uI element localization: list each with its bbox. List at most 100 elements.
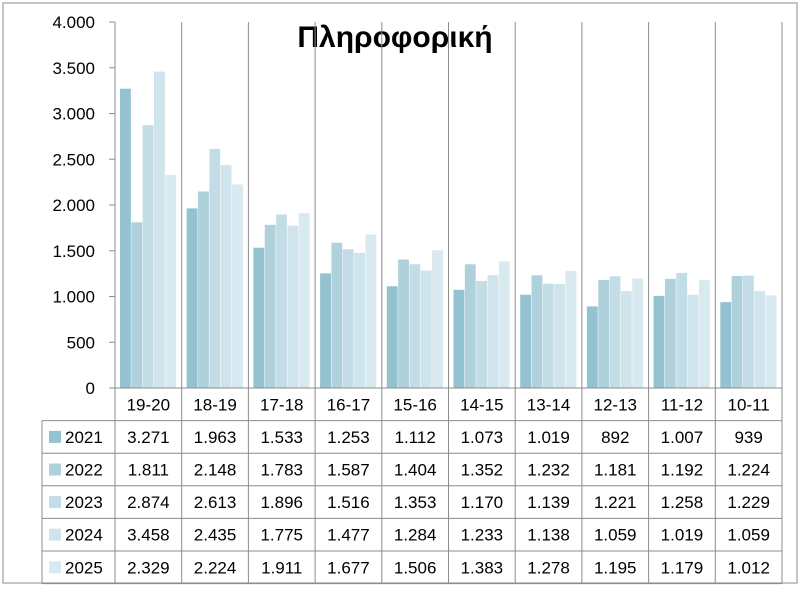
data-table-cell: 1.516 <box>327 493 370 512</box>
bar-2021-14-15 <box>453 289 465 388</box>
data-table-cell: 1.224 <box>727 461 770 480</box>
bar-2024-12-13 <box>620 291 632 388</box>
y-tick-label: 4.000 <box>52 13 95 32</box>
bar-2024-18-19 <box>220 165 232 388</box>
bar-2023-16-17 <box>342 249 354 388</box>
bar-2022-12-13 <box>598 279 610 388</box>
bar-2024-10-11 <box>754 291 766 388</box>
bar-2023-14-15 <box>476 280 488 388</box>
legend-label: 2022 <box>65 461 103 480</box>
data-table-cell: 2.148 <box>194 461 237 480</box>
data-table-cell: 1.896 <box>260 493 303 512</box>
bar-2024-14-15 <box>487 275 499 388</box>
bars-layer <box>120 71 777 389</box>
legend-key-2023 <box>49 496 61 509</box>
legend-label: 2025 <box>65 558 103 577</box>
data-table-cell: 1.192 <box>661 461 704 480</box>
bar-2022-13-14 <box>531 275 543 388</box>
data-table-cell: 1.019 <box>527 428 570 447</box>
bar-2022-10-11 <box>731 276 743 388</box>
data-table-cell: 1.783 <box>260 461 303 480</box>
data-table-cell: 1.533 <box>260 428 303 447</box>
bar-2025-11-12 <box>698 280 710 388</box>
legend-label: 2021 <box>65 428 103 447</box>
data-table-cell: 1.138 <box>527 526 570 545</box>
data-table-cell: 892 <box>601 428 629 447</box>
data-table-cell: 3.458 <box>127 526 170 545</box>
bar-2024-16-17 <box>354 252 365 388</box>
bar-2022-16-17 <box>331 242 343 388</box>
data-table-cell: 1.139 <box>527 493 570 512</box>
bar-2025-14-15 <box>498 261 510 388</box>
x-tick-label: 13-14 <box>527 395 570 414</box>
x-tick-label: 17-18 <box>260 395 303 414</box>
x-tick-label: 12-13 <box>594 395 637 414</box>
data-table-cell: 2.329 <box>127 558 170 577</box>
bar-2022-19-20 <box>131 222 143 388</box>
y-tick-label: 3.000 <box>52 105 95 124</box>
bar-2024-19-20 <box>154 71 165 388</box>
data-table-cell: 1.258 <box>661 493 704 512</box>
data-table-cell: 2.224 <box>194 558 237 577</box>
bar-2022-11-12 <box>664 278 676 388</box>
data-table-cell: 1.253 <box>327 428 370 447</box>
y-tick-label: 1.000 <box>52 288 95 307</box>
bar-2022-14-15 <box>464 264 476 388</box>
bar-2023-15-16 <box>409 264 421 388</box>
data-table-cell: 1.232 <box>527 461 570 480</box>
bar-2021-16-17 <box>320 273 331 388</box>
bar-2023-17-18 <box>276 214 287 388</box>
bar-2023-11-12 <box>676 272 688 388</box>
data-table-cell: 1.775 <box>260 526 303 545</box>
data-table-cell: 1.352 <box>461 461 504 480</box>
data-table-cell: 1.007 <box>661 428 704 447</box>
bar-2025-13-14 <box>565 271 577 388</box>
bar-2025-10-11 <box>765 295 777 388</box>
legend-key-2025 <box>49 561 61 574</box>
data-table-cell: 1.811 <box>128 461 169 480</box>
bar-2023-12-13 <box>609 276 621 388</box>
legend-label: 2023 <box>65 493 103 512</box>
data-table-cell: 1.477 <box>327 526 370 545</box>
bar-2023-18-19 <box>209 148 221 388</box>
bar-2022-15-16 <box>398 259 409 388</box>
data-table-cell: 1.112 <box>395 428 436 447</box>
bar-2024-17-18 <box>287 225 299 388</box>
bar-2025-16-17 <box>365 234 377 388</box>
x-tick-label: 10-11 <box>728 395 770 414</box>
data-table-cell: 1.179 <box>661 558 704 577</box>
x-tick-label: 16-17 <box>327 395 370 414</box>
bar-2023-13-14 <box>542 283 554 388</box>
data-table-cell: 1.181 <box>594 461 637 480</box>
legend-key-2022 <box>49 463 61 476</box>
data-table-cell: 1.059 <box>727 526 770 545</box>
data-table-cell: 1.284 <box>394 526 437 545</box>
bar-2023-19-20 <box>142 125 154 389</box>
bar-2021-19-20 <box>120 88 131 389</box>
y-tick-label: 3.500 <box>52 59 95 78</box>
bar-2021-18-19 <box>186 208 198 388</box>
data-table-cell: 1.404 <box>394 461 437 480</box>
chart-title: Πληροφορική <box>297 21 492 54</box>
x-tick-label: 14-15 <box>460 395 503 414</box>
data-table-cell: 1.073 <box>461 428 504 447</box>
data-table-cell: 1.059 <box>594 526 637 545</box>
data-table-cell: 939 <box>734 428 762 447</box>
y-tick-label: 0 <box>86 379 95 398</box>
data-table-cell: 1.019 <box>661 526 704 545</box>
bar-2025-19-20 <box>165 174 177 388</box>
data-table-cell: 1.587 <box>327 461 370 480</box>
data-table-cell: 1.677 <box>327 558 370 577</box>
legend-key-2021 <box>49 430 61 443</box>
bar-2021-10-11 <box>720 302 732 388</box>
data-table-cell: 1.963 <box>194 428 237 447</box>
bar-2025-18-19 <box>232 184 243 388</box>
data-table: 19-20 18-19 17-18 16-17 15-16 14-15 13-14 12-13… <box>41 387 782 585</box>
x-tick-label: 11-12 <box>661 395 703 414</box>
bar-2021-12-13 <box>586 306 598 388</box>
y-tick-label: 2.000 <box>52 196 95 215</box>
data-table-cell: 3.271 <box>127 428 170 447</box>
y-tick-label: 500 <box>67 333 95 352</box>
